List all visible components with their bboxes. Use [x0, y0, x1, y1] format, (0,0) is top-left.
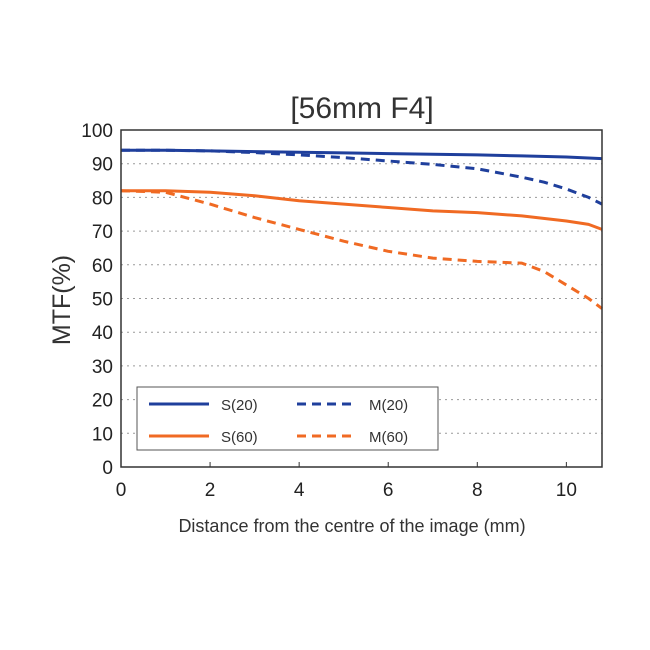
y-tick-label: 20: [92, 391, 113, 412]
y-tick-label: 0: [102, 458, 113, 479]
tick-layer: 0 10 20 30 40 50 60 70 80 90 100 0 2 4 6 8 10: [81, 121, 577, 501]
y-tick-label: 70: [92, 222, 113, 243]
legend-label: S(60): [221, 429, 258, 446]
y-tick-label: 30: [92, 357, 113, 378]
x-tick-label: 0: [116, 480, 127, 501]
legend: S(20) M(20) S(60) M(60): [136, 386, 439, 451]
legend-label: S(20): [221, 397, 258, 414]
x-tick-label: 10: [556, 480, 577, 501]
legend-label: M(20): [369, 397, 408, 414]
y-tick-label: 90: [92, 155, 113, 176]
legend-box: [136, 386, 439, 451]
y-tick-label: 10: [92, 424, 113, 445]
plot-frame: [120, 129, 603, 468]
series-layer: [120, 148, 603, 310]
y-axis-label: MTF(%): [48, 255, 76, 345]
x-tick-label: 6: [383, 480, 394, 501]
series-line-s-60: [121, 189, 603, 231]
chart-title: [56mm F4]: [290, 92, 433, 125]
y-tick-label: 80: [92, 188, 113, 209]
x-tick-label: 4: [294, 480, 305, 501]
y-tick-label: 100: [81, 121, 113, 142]
y-tick-label: 40: [92, 323, 113, 344]
x-axis-label: Distance from the centre of the image (m…: [178, 516, 525, 536]
series-line-m-20: [121, 148, 603, 206]
x-tick-label: 8: [472, 480, 483, 501]
y-tick-label: 50: [92, 290, 113, 311]
series-line-m-60: [120, 189, 603, 310]
y-tick-label: 60: [92, 256, 113, 277]
x-tick-label: 2: [205, 480, 216, 501]
legend-label: M(60): [369, 429, 408, 446]
